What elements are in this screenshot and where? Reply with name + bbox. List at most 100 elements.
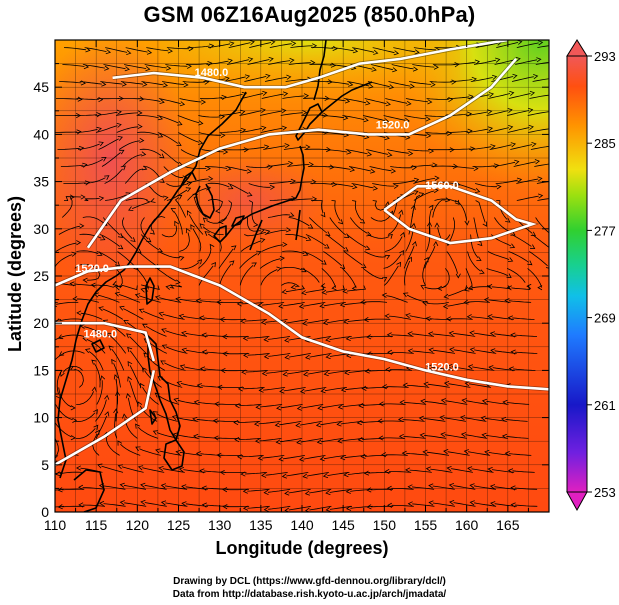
streamline-arrow <box>419 432 425 438</box>
contour-line <box>112 40 509 89</box>
streamline-arrow <box>163 195 169 201</box>
streamline <box>55 242 77 252</box>
streamline <box>445 400 468 405</box>
streamline-arrow <box>425 316 431 322</box>
streamline <box>247 336 270 339</box>
streamline-arrow <box>533 74 539 80</box>
streamline <box>328 370 351 374</box>
streamline-arrow <box>222 351 228 357</box>
streamline-arrow <box>559 178 563 182</box>
streamline <box>267 488 291 493</box>
streamline-arrow <box>150 198 156 203</box>
streamline-arrow <box>104 175 110 180</box>
streamline-arrow <box>393 183 399 189</box>
streamline <box>162 468 185 473</box>
streamline <box>453 502 476 507</box>
streamline <box>425 132 448 134</box>
streamline-arrow <box>366 231 372 237</box>
streamline-arrow <box>193 433 199 440</box>
streamline <box>403 245 415 269</box>
streamline-arrow <box>36 475 40 479</box>
streamline-arrow <box>464 286 470 292</box>
streamline <box>491 76 514 82</box>
streamline <box>409 469 432 473</box>
streamline <box>55 404 73 421</box>
streamline <box>426 451 450 456</box>
streamline <box>307 370 330 375</box>
streamline-arrow <box>196 383 202 389</box>
streamline-arrow <box>446 466 452 472</box>
streamline <box>227 183 249 195</box>
streamline-arrow <box>408 150 414 156</box>
streamline-arrow <box>324 243 330 249</box>
streamline-arrow <box>161 344 168 350</box>
streamline-arrow <box>301 267 307 273</box>
x-tick-label: 135 <box>249 517 273 533</box>
streamline <box>59 81 82 84</box>
streamline-arrow <box>84 180 91 186</box>
streamline-arrow <box>223 149 229 155</box>
streamline <box>198 402 221 405</box>
colorbar-scale <box>566 55 588 493</box>
streamline-arrow <box>221 94 227 101</box>
streamline <box>364 98 387 104</box>
streamline <box>515 504 538 507</box>
streamline <box>283 146 307 150</box>
streamline <box>423 418 446 422</box>
streamline-arrow <box>477 240 483 247</box>
streamline-arrow <box>321 260 327 265</box>
streamline-arrow <box>529 244 536 250</box>
streamline <box>268 353 291 357</box>
streamline-arrow <box>199 223 205 229</box>
streamline <box>249 42 272 48</box>
streamline <box>63 196 82 202</box>
streamline-arrow <box>531 142 537 148</box>
streamline-arrow <box>197 259 203 265</box>
streamline <box>197 436 220 439</box>
streamline <box>508 93 531 99</box>
streamline-arrow <box>173 397 179 403</box>
streamline <box>491 285 511 290</box>
streamline-arrow <box>469 347 475 353</box>
streamline-arrow <box>428 500 434 506</box>
streamline <box>367 234 390 239</box>
streamline <box>484 417 508 422</box>
streamline <box>96 251 117 264</box>
streamline <box>330 183 354 187</box>
streamline-arrow <box>160 360 166 366</box>
streamline-arrow <box>265 73 271 79</box>
streamline <box>241 93 264 99</box>
streamline <box>117 251 136 268</box>
streamline-arrow <box>198 139 204 145</box>
streamline <box>208 43 231 48</box>
streamline-arrow <box>179 101 186 107</box>
streamline <box>511 76 534 82</box>
streamline-arrow <box>104 411 110 417</box>
streamline-arrow <box>199 468 205 474</box>
streamline-arrow <box>448 483 455 489</box>
streamline <box>138 295 161 303</box>
x-tick-label: 130 <box>208 517 232 533</box>
streamline-arrow <box>384 201 390 207</box>
streamline <box>127 397 137 422</box>
streamline <box>429 81 452 83</box>
streamline <box>325 285 345 293</box>
streamline <box>472 285 491 289</box>
contour-line <box>55 321 156 362</box>
streamline-arrow <box>128 206 134 211</box>
streamline <box>385 454 408 456</box>
streamline-arrow <box>139 382 145 389</box>
streamline <box>347 319 370 322</box>
streamline-arrow <box>269 184 276 190</box>
streamline <box>282 302 305 307</box>
streamline-arrow <box>345 505 352 511</box>
streamline-arrow <box>72 417 78 423</box>
streamline <box>472 366 495 371</box>
streamline <box>61 488 85 491</box>
streamline <box>157 132 179 144</box>
contour-label: 1560.0 <box>425 180 459 192</box>
x-tick-label: 115 <box>85 517 108 533</box>
streamline <box>55 421 72 438</box>
streamline <box>286 472 309 477</box>
streamline-arrow <box>377 418 383 424</box>
